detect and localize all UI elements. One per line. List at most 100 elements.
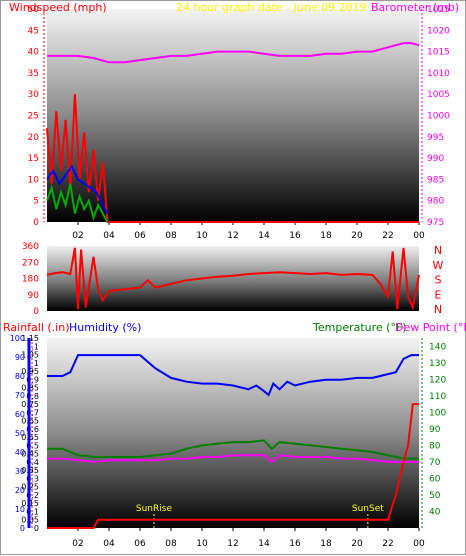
climate-xtick-label: 20 (351, 539, 363, 549)
climate-xtick-label: 04 (103, 539, 115, 549)
wind-xtick-label: 02 (72, 231, 83, 241)
humidity-tick-label: 20 (15, 486, 25, 495)
climate-xtick-label: 18 (320, 539, 332, 549)
barometer-tick-label: 990 (427, 154, 444, 164)
barometer-tick-label: 1000 (427, 112, 450, 122)
legend-rainfall: Rainfall (.in) (3, 321, 70, 334)
rain-tick-label: 0.4 (26, 458, 39, 467)
humidity-tick-label: 90 (15, 353, 25, 362)
windspeed-axis-label: Windspeed (mph) (9, 1, 107, 14)
windspeed-tick-label: 25 (28, 112, 39, 122)
humidity-tick-label: 60 (15, 410, 25, 419)
climate-xtick-label: 10 (196, 539, 208, 549)
humidity-tick-label: 0 (20, 524, 25, 533)
rain-tick-label: 0.8 (26, 392, 39, 401)
legend-humidity: Humidity (%) (69, 321, 141, 334)
direction-degree-tick-label: 90 (28, 291, 40, 301)
windspeed-tick-label: 0 (33, 218, 39, 228)
barometer-tick-label: 1020 (427, 26, 450, 36)
direction-compass-label: W (433, 259, 444, 272)
rain-tick-label: 1 (34, 359, 39, 368)
rain-tick-label: 0.3 (26, 474, 39, 483)
rain-tick-label: 0.6 (26, 425, 39, 434)
barometer-tick-label: 975 (427, 218, 444, 228)
barometer-tick-label: 1025 (427, 5, 450, 15)
legend-temperature: Temperature (°F) (312, 321, 407, 334)
windspeed-tick-label: 15 (28, 154, 39, 164)
direction-compass-label: N (434, 244, 442, 257)
barometer-tick-label: 1010 (427, 69, 450, 79)
wind-xtick-label: 00 (413, 231, 425, 241)
direction-degree-tick-label: 270 (22, 258, 39, 268)
temperature-tick-label: 110 (429, 392, 446, 402)
wind-xtick-label: 14 (258, 231, 270, 241)
direction-compass-label: S (435, 274, 442, 287)
temperature-tick-label: 60 (429, 474, 441, 484)
barometer-tick-label: 980 (427, 197, 444, 207)
temperature-tick-label: 50 (429, 491, 441, 501)
rain-tick-label: 0.5 (26, 441, 39, 450)
windspeed-tick-label: 5 (33, 197, 39, 207)
wind-xtick-label: 16 (289, 231, 301, 241)
barometer-tick-label: 985 (427, 175, 444, 185)
rain-tick-label: 1.1 (26, 342, 39, 351)
direction-degree-tick-label: 0 (33, 307, 39, 317)
climate-panel-background (47, 338, 419, 528)
sun-marker-label-1: SunSet (352, 504, 384, 514)
climate-series-line-1 (47, 439, 419, 460)
direction-panel-background (47, 246, 419, 311)
temperature-tick-label: 40 (429, 507, 441, 517)
barometer-tick-label: 995 (427, 133, 444, 143)
wind-xtick-label: 06 (134, 231, 146, 241)
windspeed-tick-label: 50 (28, 5, 40, 15)
wind-xtick-label: 12 (227, 231, 238, 241)
temperature-tick-label: 90 (429, 425, 441, 435)
temperature-tick-label: 80 (429, 441, 441, 451)
climate-xtick-label: 12 (227, 539, 238, 549)
direction-degree-tick-label: 360 (22, 242, 39, 252)
wind-xtick-label: 18 (320, 231, 332, 241)
barometer-tick-label: 1015 (427, 48, 450, 58)
wind-series-line-1 (46, 94, 419, 223)
temperature-tick-label: 120 (429, 375, 446, 385)
windspeed-tick-label: 20 (28, 133, 40, 143)
direction-series-line-0 (46, 247, 420, 311)
humidity-tick-label: 10 (15, 505, 25, 514)
barometer-tick-label: 1005 (427, 90, 450, 100)
rain-tick-label: 0.2 (26, 491, 39, 500)
direction-degree-tick-label: 180 (22, 275, 39, 285)
windspeed-tick-label: 40 (28, 48, 40, 58)
windspeed-tick-label: 35 (28, 69, 39, 79)
wind-xtick-label: 08 (165, 231, 177, 241)
humidity-tick-label: 40 (15, 448, 25, 457)
graph-date-title: 24 hour graph date - June 09 2019 (176, 1, 367, 14)
climate-xtick-label: 14 (258, 539, 270, 549)
wind-xtick-label: 20 (351, 231, 363, 241)
rain-tick-label: 0.9 (26, 375, 39, 384)
climate-xtick-label: 08 (165, 539, 177, 549)
wind-series-line-0 (47, 42, 420, 64)
direction-compass-label: E (435, 288, 442, 301)
climate-series-line-0 (47, 354, 419, 397)
wind-xtick-label: 04 (103, 231, 115, 241)
wind-xtick-label: 22 (382, 231, 393, 241)
sun-marker-label-0: SunRise (136, 504, 173, 514)
humidity-tick-label: 70 (15, 391, 25, 400)
wind-series-line-3 (46, 183, 109, 223)
temperature-tick-label: 140 (429, 342, 446, 352)
windspeed-tick-label: 30 (28, 90, 40, 100)
temperature-tick-label: 100 (429, 408, 446, 418)
rain-tick-label: 0.1 (26, 507, 39, 516)
climate-xtick-label: 02 (72, 539, 83, 549)
humidity-tick-label: 100 (10, 334, 25, 343)
humidity-tick-label: 30 (15, 467, 25, 476)
climate-xtick-label: 22 (382, 539, 393, 549)
direction-compass-label: N (434, 303, 442, 316)
temperature-tick-label: 130 (429, 359, 446, 369)
windspeed-tick-label: 10 (28, 175, 40, 185)
climate-series-line-3 (47, 403, 419, 529)
rain-tick-label: 0 (34, 524, 39, 533)
climate-xtick-label: 06 (134, 539, 146, 549)
wind-series-line-2 (46, 164, 109, 214)
